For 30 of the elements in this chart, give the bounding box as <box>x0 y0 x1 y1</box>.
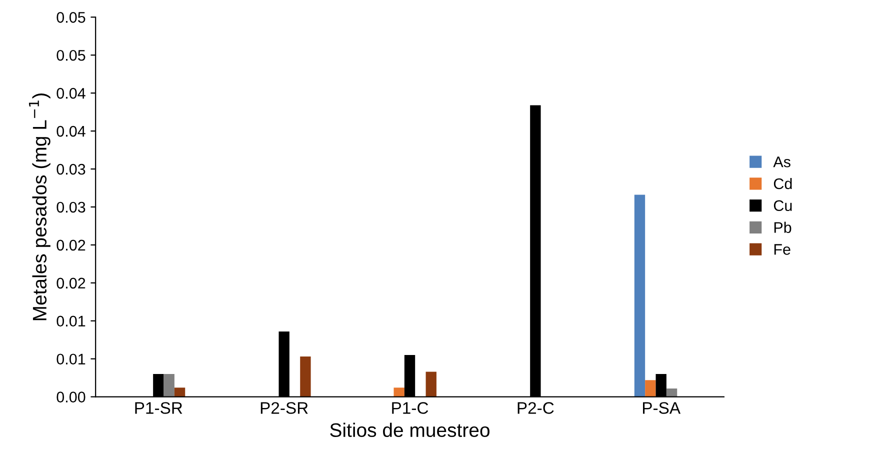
legend-label: Cd <box>774 178 792 190</box>
y-tick-label: 0.04 <box>56 126 86 137</box>
bar <box>634 194 646 397</box>
y-axis-title: Metales pesados (mg L$^{−1}$) <box>28 94 50 320</box>
x-tick-label: P1-C <box>392 402 428 414</box>
bar <box>174 388 186 397</box>
y-tick-label: 0.01 <box>56 354 86 365</box>
legend-label: Fe <box>774 244 790 255</box>
y-tick-label: 0.03 <box>56 164 86 175</box>
x-axis-title: Sitios de muestreo <box>330 422 490 438</box>
bar <box>164 374 174 397</box>
bar <box>300 356 311 397</box>
x-tick-label: P2-C <box>518 402 554 414</box>
legend-label: Cu <box>774 200 792 212</box>
bar <box>394 388 404 397</box>
y-tick-label: 0.05 <box>56 50 86 61</box>
y-tick-label: 0.02 <box>56 240 86 251</box>
y-tick-label: 0.04 <box>56 88 86 99</box>
text: 0.00 <box>56 392 86 402</box>
x-tick-label: P1-SR <box>135 402 182 414</box>
y-tick-label: 0.03 <box>56 202 86 213</box>
y-tick-label: 0.02 <box>56 278 86 289</box>
bar <box>426 372 436 397</box>
legend-label: Pb <box>774 222 792 233</box>
x-tick-label: P-SA <box>643 402 681 414</box>
bar <box>645 380 656 397</box>
x-tick-label: P2-SR <box>260 402 308 414</box>
legend-label: As <box>773 156 790 168</box>
y-tick-label: 0.01 <box>56 316 86 327</box>
y-tick-label: 0.05 <box>56 12 86 23</box>
